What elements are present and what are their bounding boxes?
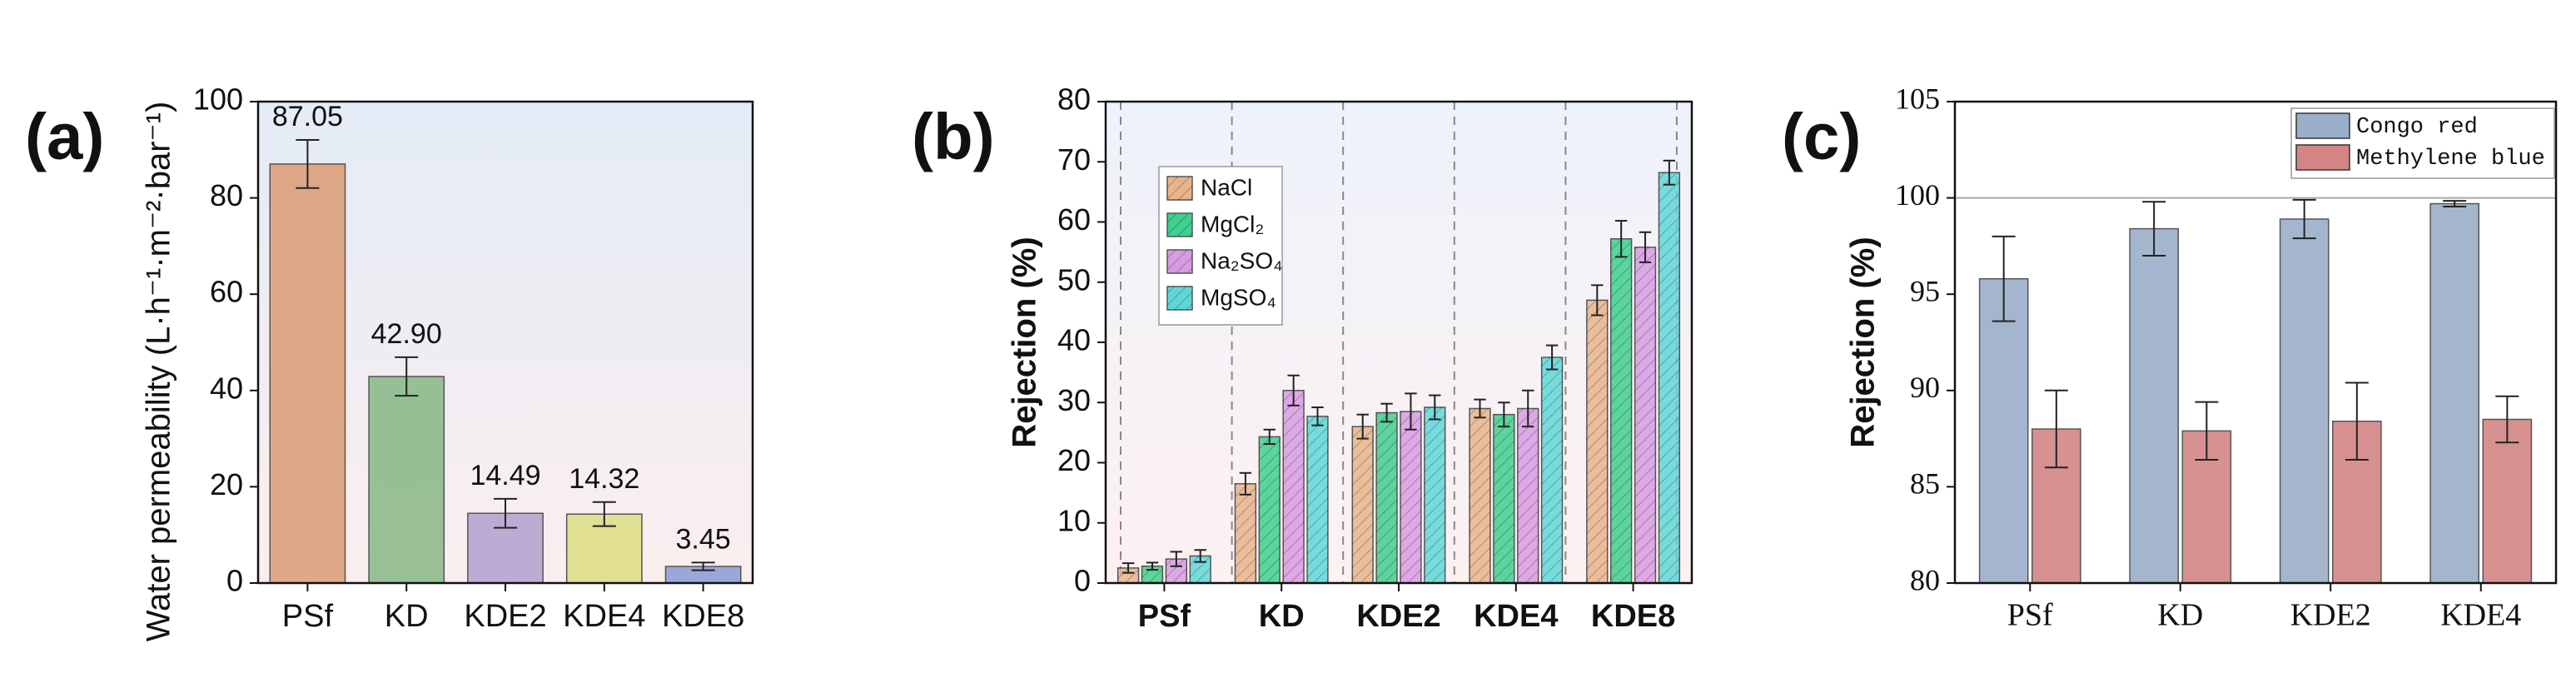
y-axis-label: Rejection (%) bbox=[1007, 237, 1043, 447]
x-tick-label: PSf bbox=[2007, 598, 2053, 633]
legend-label: Methylene blue bbox=[2356, 147, 2545, 172]
x-tick-label: KD bbox=[385, 599, 429, 634]
x-tick-label: KDE8 bbox=[1591, 599, 1675, 634]
x-tick-label: KDE4 bbox=[2440, 598, 2521, 633]
x-tick-label: PSf bbox=[282, 599, 334, 634]
plot-frame bbox=[1104, 100, 1693, 585]
bar-hatch bbox=[1493, 414, 1514, 583]
bar-hatch bbox=[1307, 416, 1328, 583]
bar bbox=[1978, 277, 2029, 584]
y-tick-label: 60 bbox=[210, 275, 243, 309]
bar bbox=[2429, 202, 2479, 584]
bar bbox=[368, 376, 445, 584]
y-tick-label: 10 bbox=[1057, 503, 1091, 537]
legend-label: MgSO₄ bbox=[1201, 284, 1276, 310]
bar-hatch bbox=[1586, 300, 1608, 583]
y-tick-label: 100 bbox=[1895, 178, 1940, 212]
x-tick-label: KD bbox=[1259, 599, 1305, 634]
panel-label: (b) bbox=[912, 100, 995, 173]
plot-frame bbox=[256, 100, 754, 585]
panel-label: (c) bbox=[1782, 100, 1861, 173]
legend-swatch bbox=[2295, 112, 2350, 139]
y-tick-label: 100 bbox=[193, 82, 243, 117]
y-tick-label: 80 bbox=[210, 178, 243, 212]
legend-hatch bbox=[1167, 177, 1192, 200]
y-tick-label: 40 bbox=[210, 371, 243, 405]
y-tick-label: 80 bbox=[1910, 563, 1940, 596]
x-tick-label: PSf bbox=[1138, 599, 1191, 634]
y-tick-label: 0 bbox=[1074, 564, 1091, 598]
x-tick-label: KD bbox=[2157, 598, 2203, 633]
bar-hatch bbox=[1424, 407, 1445, 583]
legend-label: NaCl bbox=[1201, 174, 1252, 200]
legend-swatch bbox=[2295, 144, 2350, 171]
y-tick-label: 20 bbox=[1057, 443, 1091, 477]
bar-hatch bbox=[1352, 426, 1374, 583]
bar-hatch bbox=[1400, 411, 1421, 583]
bar-hatch bbox=[1470, 408, 1490, 583]
x-tick-label: KDE2 bbox=[1356, 599, 1440, 634]
bar-hatch bbox=[1235, 483, 1256, 583]
y-tick-label: 105 bbox=[1895, 82, 1940, 115]
value-label: 14.49 bbox=[470, 460, 540, 491]
bar bbox=[269, 163, 346, 584]
bar-hatch bbox=[1517, 408, 1539, 583]
panel-label: (a) bbox=[25, 100, 104, 173]
legend-hatch bbox=[1167, 213, 1192, 237]
x-tick-label: KDE4 bbox=[563, 599, 645, 634]
y-tick-label: 60 bbox=[1057, 202, 1091, 237]
x-tick-label: KDE2 bbox=[2290, 598, 2371, 633]
legend-label: Congo red bbox=[2356, 115, 2478, 140]
bar-hatch bbox=[1634, 247, 1656, 583]
y-tick-label: 90 bbox=[1910, 371, 1940, 404]
bar-hatch bbox=[1283, 390, 1305, 583]
y-tick-label: 30 bbox=[1057, 383, 1091, 417]
bar-hatch bbox=[1658, 172, 1680, 583]
value-label: 3.45 bbox=[676, 523, 731, 555]
y-tick-label: 80 bbox=[1057, 82, 1091, 117]
bar-hatch bbox=[1541, 357, 1563, 583]
value-label: 87.05 bbox=[272, 101, 343, 132]
y-tick-label: 70 bbox=[1057, 142, 1091, 177]
plot-frame bbox=[1953, 100, 2558, 585]
bar-hatch bbox=[1259, 436, 1281, 583]
y-axis-label: Rejection (%) bbox=[1845, 237, 1882, 447]
y-axis-label: Water permeability (L·h⁻¹·m⁻²·bar⁻¹) bbox=[141, 102, 177, 642]
legend-hatch bbox=[1167, 287, 1192, 310]
y-tick-label: 40 bbox=[1057, 323, 1091, 357]
x-tick-label: KDE4 bbox=[1474, 599, 1558, 634]
y-tick-label: 85 bbox=[1910, 467, 1940, 501]
x-tick-label: KDE8 bbox=[662, 599, 744, 634]
y-tick-label: 95 bbox=[1910, 274, 1940, 307]
legend-label: MgCl₂ bbox=[1201, 211, 1264, 237]
bar-hatch bbox=[1117, 567, 1139, 583]
value-label: 42.90 bbox=[371, 318, 442, 350]
y-tick-label: 50 bbox=[1057, 262, 1091, 297]
bar bbox=[2279, 218, 2330, 584]
legend-hatch bbox=[1167, 250, 1192, 273]
bar-hatch bbox=[1610, 238, 1632, 583]
y-tick-label: 20 bbox=[210, 467, 243, 501]
bar bbox=[2129, 227, 2179, 584]
y-tick-label: 0 bbox=[226, 564, 243, 598]
bar bbox=[2482, 418, 2533, 584]
value-label: 14.32 bbox=[569, 463, 639, 495]
bar-hatch bbox=[1376, 412, 1397, 583]
x-tick-label: KDE2 bbox=[464, 599, 546, 634]
legend-label: Na₂SO₄ bbox=[1201, 247, 1283, 273]
